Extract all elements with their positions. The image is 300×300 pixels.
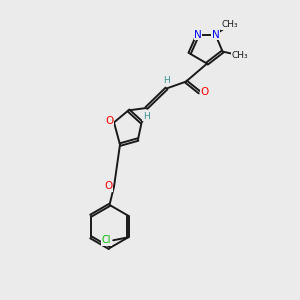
Text: Cl: Cl [102, 235, 111, 245]
Text: N: N [194, 29, 202, 40]
Text: N: N [212, 29, 219, 40]
Text: H: H [164, 76, 170, 85]
Text: O: O [105, 116, 113, 126]
Text: CH₃: CH₃ [222, 20, 238, 29]
Text: CH₃: CH₃ [232, 51, 248, 60]
Text: O: O [104, 181, 113, 191]
Text: O: O [200, 87, 209, 98]
Text: H: H [143, 112, 149, 121]
